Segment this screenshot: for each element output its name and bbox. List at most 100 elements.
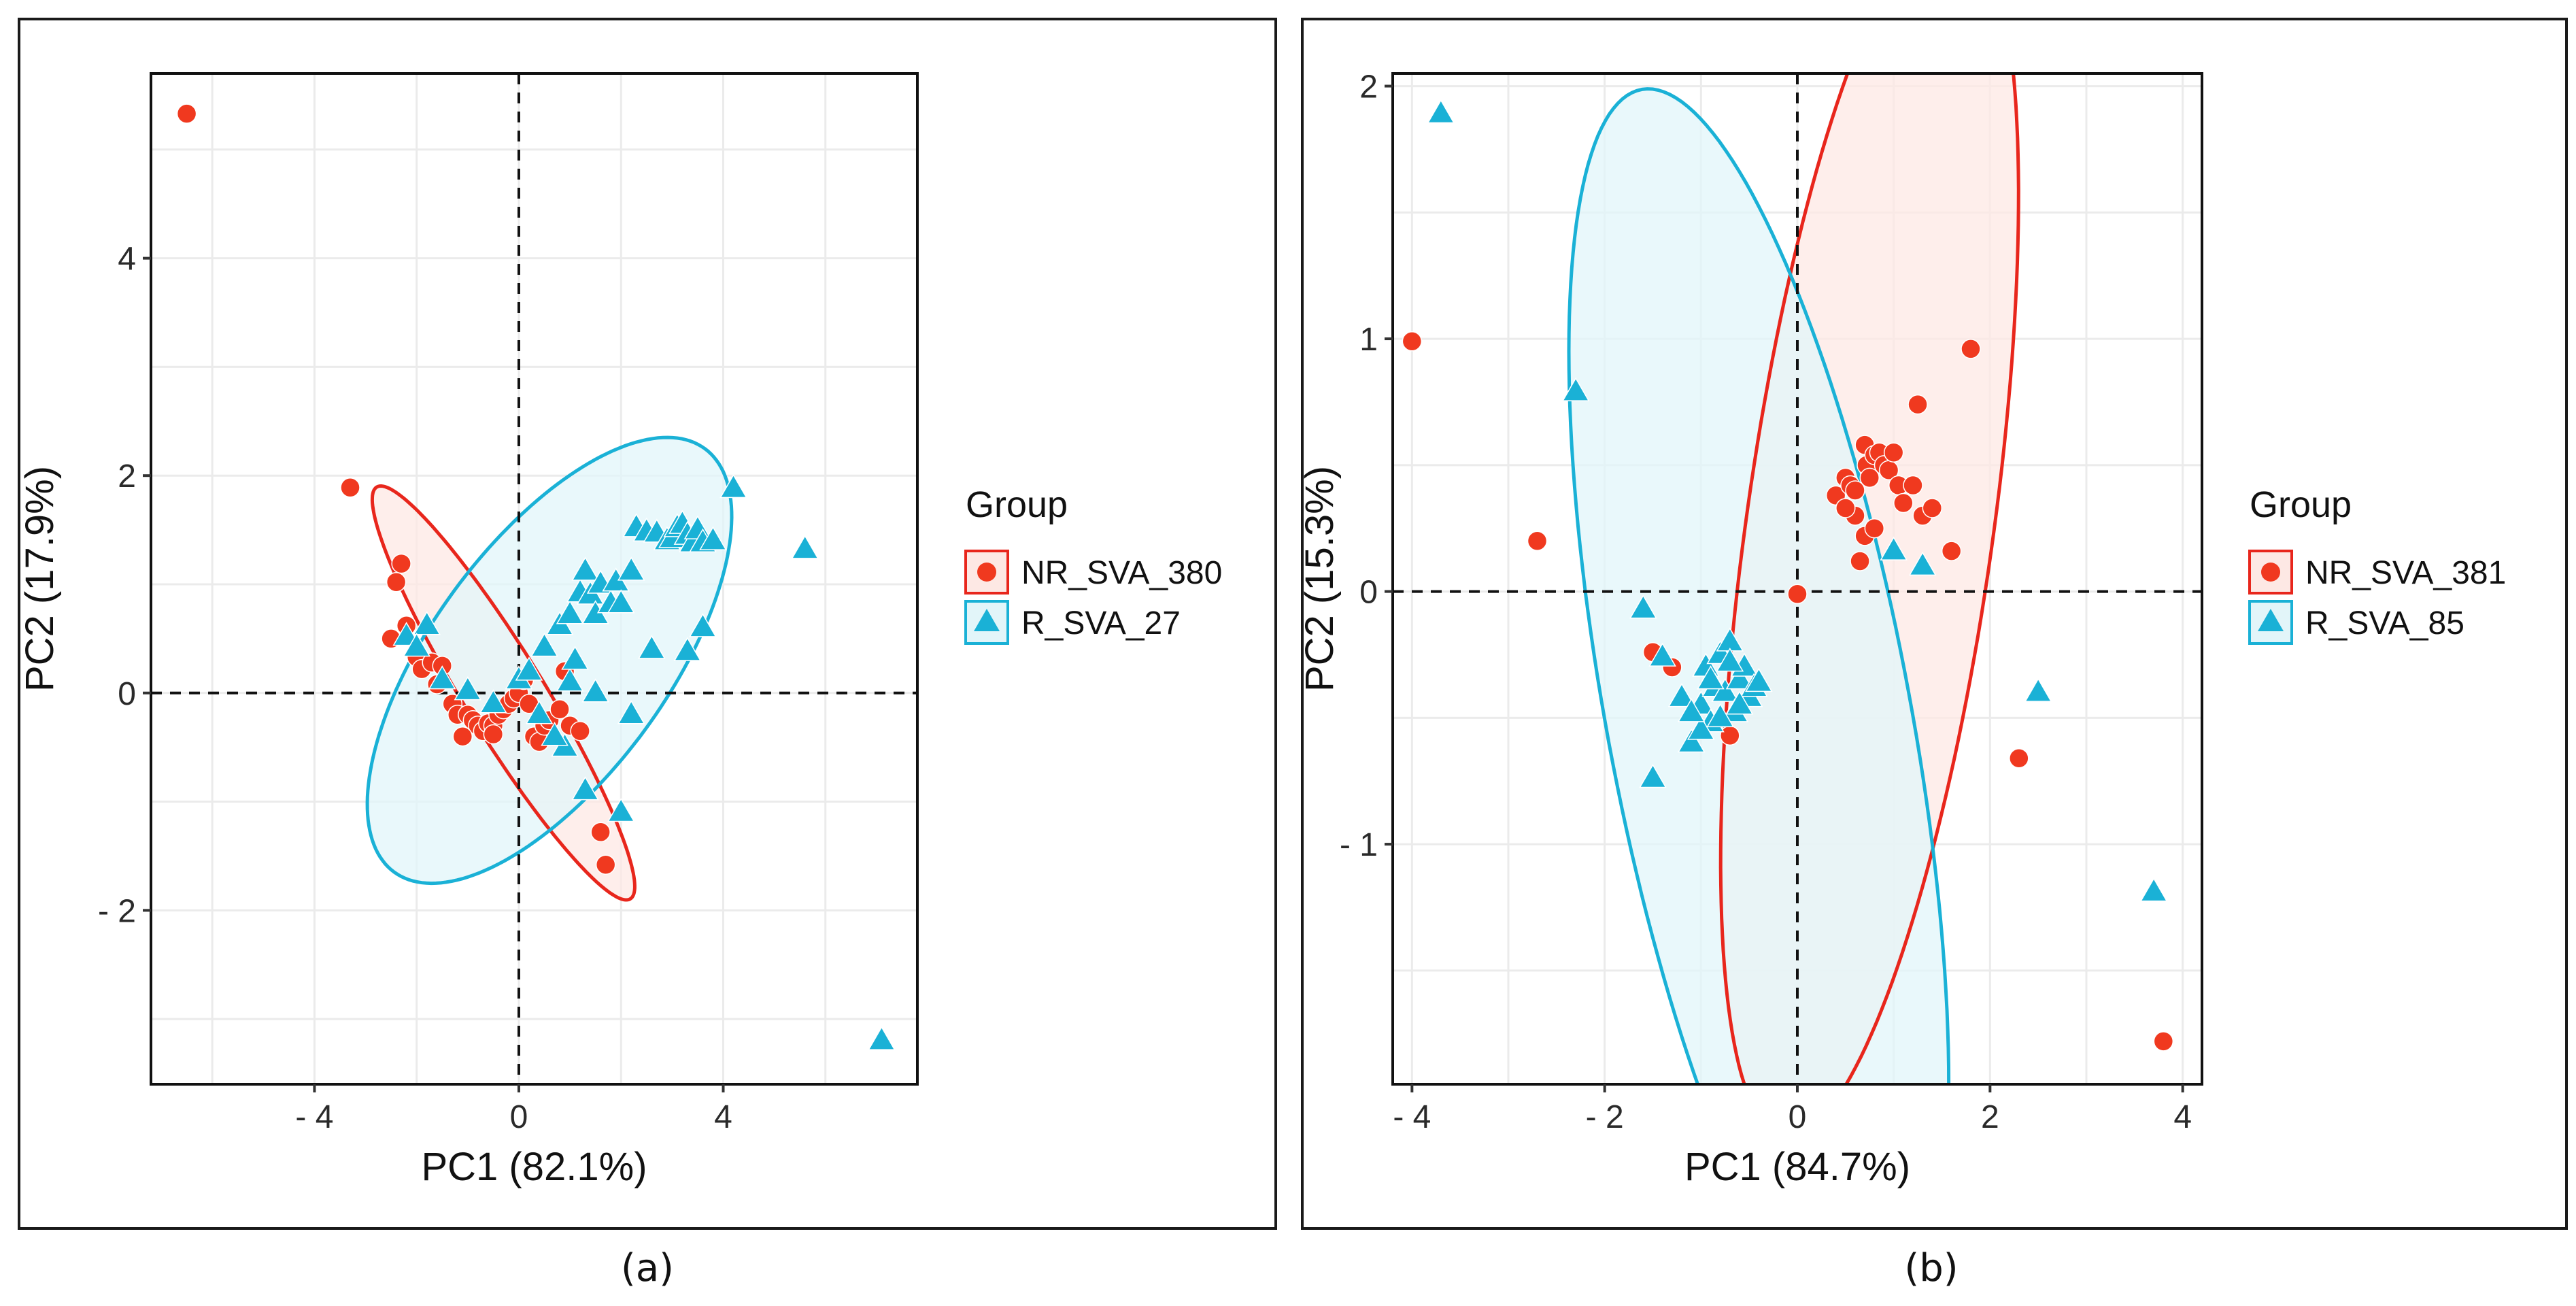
point-R_SVA_27 <box>515 656 543 681</box>
x-axis-title: PC1 (84.7%) <box>1684 1145 1910 1189</box>
point-NR_SVA_380 <box>570 720 590 741</box>
data-points <box>176 103 896 1050</box>
y-tick-label: 2 <box>1359 69 1378 105</box>
y-axis-title: PC2 (17.9%) <box>18 466 62 692</box>
legend-label-NR_SVA_381: NR_SVA_381 <box>2305 555 2506 591</box>
point-NR_SVA_381 <box>1908 394 1928 415</box>
point-NR_SVA_380 <box>595 854 616 875</box>
point-R_SVA_27 <box>791 535 819 559</box>
legend-marker-circle <box>2261 563 2280 582</box>
legend-title: Group <box>2250 484 2352 525</box>
legend-marker-circle <box>977 563 996 582</box>
point-R_SVA_85 <box>1908 551 1937 576</box>
point-NR_SVA_381 <box>1883 442 1904 463</box>
point-R_SVA_27 <box>617 700 645 724</box>
x-tick-label: 4 <box>2173 1099 2192 1135</box>
point-R_SVA_85 <box>1745 667 1773 692</box>
point-R_SVA_27 <box>479 689 507 714</box>
point-NR_SVA_381 <box>1835 498 1856 518</box>
legend-label-NR_SVA_380: NR_SVA_380 <box>1021 555 1222 591</box>
legend: Group NR_SVA_381 R_SVA_85 <box>2248 484 2506 645</box>
x-tick-label: - 2 <box>1586 1099 1624 1135</box>
confidence-ellipse-R_SVA_27 <box>365 435 734 886</box>
point-R_SVA_85 <box>1629 595 1657 619</box>
point-NR_SVA_380 <box>590 822 611 843</box>
point-R_SVA_85 <box>1725 690 1754 715</box>
point-R_SVA_85 <box>1697 665 1725 690</box>
legend-marker-triangle <box>2258 609 2284 631</box>
legend-marker-triangle <box>974 609 1000 631</box>
panel-b: - 4 - 2 0 2 4 - 1 0 1 2 PC1 (84.7%) PC2 (15.3%) Gro… <box>1298 69 2506 1189</box>
legend-title: Group <box>966 484 1068 525</box>
ellipses <box>1567 73 2020 1084</box>
point-NR_SVA_381 <box>1859 467 1880 488</box>
point-NR_SVA_381 <box>1845 480 1865 501</box>
point-R_SVA_27 <box>541 722 569 746</box>
point-R_SVA_27 <box>689 613 717 637</box>
confidence-ellipse-R_SVA_85 <box>1567 87 1951 1084</box>
confidence-ellipse-fill-R_SVA_27 <box>367 437 732 884</box>
point-R_SVA_85 <box>1427 99 1455 124</box>
point-R_SVA_27 <box>607 798 635 822</box>
point-R_SVA_27 <box>413 611 441 635</box>
point-R_SVA_85 <box>1677 728 1706 753</box>
point-R_SVA_27 <box>556 667 584 692</box>
legend-label-R_SVA_85: R_SVA_85 <box>2305 605 2464 641</box>
point-R_SVA_27 <box>699 526 727 550</box>
panel-b-caption: (b) <box>1904 1246 1959 1290</box>
point-R_SVA_85 <box>1648 642 1676 667</box>
point-R_SVA_27 <box>525 700 554 724</box>
y-tick-label: - 1 <box>1340 827 1378 863</box>
confidence-ellipse-NR_SVA_381 <box>1718 73 2020 1084</box>
point-R_SVA_27 <box>403 633 430 657</box>
data-points <box>1402 99 2174 1052</box>
point-R_SVA_85 <box>1639 763 1667 788</box>
panel-b-frame <box>1301 18 2568 1230</box>
y-tick-label: 4 <box>118 241 136 278</box>
point-NR_SVA_381 <box>1720 725 1740 746</box>
point-R_SVA_85 <box>1725 665 1754 690</box>
x-tick-label: - 4 <box>295 1099 333 1135</box>
point-R_SVA_85 <box>1880 536 1908 560</box>
point-R_SVA_85 <box>2024 677 2052 702</box>
y-tick-label: - 2 <box>98 893 136 929</box>
point-NR_SVA_381 <box>1941 541 1962 561</box>
point-R_SVA_27 <box>454 676 482 701</box>
point-NR_SVA_381 <box>1527 531 1548 552</box>
point-NR_SVA_380 <box>391 553 411 574</box>
x-axis-title: PC1 (82.1%) <box>421 1145 647 1189</box>
panel-a-caption: (a) <box>620 1246 674 1290</box>
point-R_SVA_27 <box>607 589 635 614</box>
point-NR_SVA_381 <box>1402 331 1423 352</box>
y-tick-label: 0 <box>1359 575 1378 611</box>
point-R_SVA_27 <box>561 646 589 670</box>
point-R_SVA_27 <box>571 556 599 581</box>
panel-a: - 4 0 4 - 2 0 2 4 PC1 (82.1%) PC2 (17.9%) Group NR… <box>18 72 1222 1189</box>
x-tick-label: 2 <box>1981 1099 1999 1135</box>
point-R_SVA_27 <box>719 473 747 499</box>
y-tick-label: 2 <box>118 458 136 495</box>
point-R_SVA_27 <box>428 665 456 690</box>
point-R_SVA_27 <box>581 678 609 703</box>
point-NR_SVA_381 <box>1864 518 1885 539</box>
y-tick-label: 0 <box>118 676 136 712</box>
point-NR_SVA_380 <box>340 478 360 498</box>
point-R_SVA_27 <box>673 637 702 661</box>
x-tick-label: - 4 <box>1393 1099 1431 1135</box>
point-R_SVA_27 <box>868 1026 896 1050</box>
point-R_SVA_85 <box>1561 377 1590 401</box>
point-R_SVA_27 <box>556 600 584 624</box>
point-R_SVA_85 <box>1687 716 1715 740</box>
point-R_SVA_27 <box>571 776 599 801</box>
confidence-ellipse-NR_SVA_380 <box>370 484 637 902</box>
point-R_SVA_85 <box>2139 877 2168 902</box>
legend-label-R_SVA_27: R_SVA_27 <box>1021 605 1181 641</box>
point-NR_SVA_381 <box>2009 748 2029 769</box>
point-NR_SVA_380 <box>386 572 407 592</box>
point-NR_SVA_380 <box>176 103 197 124</box>
point-NR_SVA_380 <box>483 724 504 745</box>
plot-border <box>150 72 919 1086</box>
point-R_SVA_27 <box>530 633 558 657</box>
point-NR_SVA_381 <box>1850 551 1870 571</box>
